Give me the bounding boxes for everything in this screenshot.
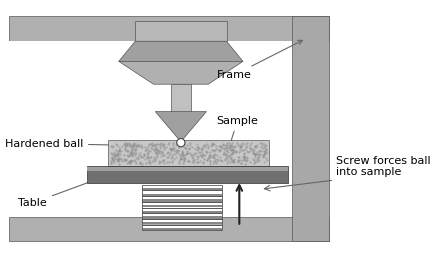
Bar — [142, 190, 222, 196]
Text: Sample: Sample — [216, 116, 258, 152]
Circle shape — [177, 139, 185, 147]
Polygon shape — [142, 197, 222, 199]
Bar — [9, 41, 292, 217]
Polygon shape — [142, 202, 222, 205]
Bar — [142, 185, 222, 190]
Bar — [135, 21, 227, 41]
Bar — [87, 167, 288, 171]
Polygon shape — [142, 225, 222, 228]
Bar — [171, 84, 191, 112]
Bar — [142, 202, 222, 207]
Polygon shape — [142, 199, 222, 201]
Polygon shape — [142, 216, 222, 219]
Text: Table: Table — [18, 176, 106, 208]
Polygon shape — [119, 61, 243, 84]
Polygon shape — [142, 219, 222, 222]
Bar — [142, 225, 222, 230]
Bar — [142, 196, 222, 202]
Bar — [9, 16, 329, 41]
Polygon shape — [142, 191, 222, 194]
Text: Frame: Frame — [216, 40, 302, 80]
Polygon shape — [142, 214, 222, 216]
Polygon shape — [142, 185, 222, 188]
Bar — [87, 167, 288, 183]
Text: Screw forces ball
into sample: Screw forces ball into sample — [336, 155, 431, 177]
Polygon shape — [119, 41, 243, 61]
Polygon shape — [142, 228, 222, 230]
Polygon shape — [142, 188, 222, 190]
Polygon shape — [142, 222, 222, 224]
Polygon shape — [142, 208, 222, 211]
Polygon shape — [142, 205, 222, 207]
Bar — [292, 16, 329, 241]
Bar — [142, 219, 222, 225]
Polygon shape — [142, 194, 222, 196]
Bar — [142, 213, 222, 219]
Bar — [108, 140, 269, 167]
Text: Hardened ball: Hardened ball — [4, 139, 172, 149]
Bar — [9, 217, 329, 241]
Polygon shape — [142, 211, 222, 213]
Polygon shape — [155, 112, 206, 142]
Bar — [142, 207, 222, 213]
